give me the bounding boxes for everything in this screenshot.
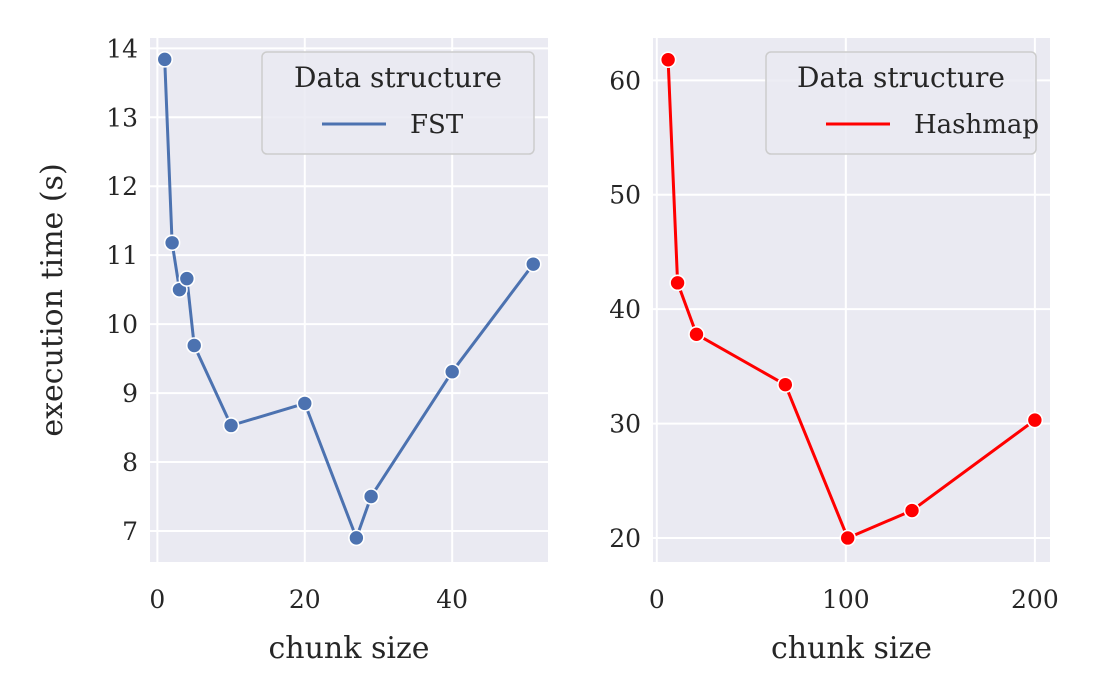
data-point (348, 529, 365, 547)
x-axis-label: chunk size (268, 631, 429, 666)
legend-title: Data structure (797, 61, 1005, 94)
x-tick-label: 0 (649, 585, 665, 614)
data-point (839, 529, 857, 547)
data-point (669, 274, 686, 292)
y-tick-label: 11 (106, 241, 138, 270)
y-tick-label: 60 (609, 66, 641, 95)
legend-title: Data structure (294, 61, 502, 94)
legend-entry: FST (410, 110, 464, 140)
data-point (1026, 411, 1044, 429)
legend-box (765, 51, 1037, 155)
y-tick-label: 8 (122, 448, 138, 477)
data-point (296, 395, 314, 412)
y-axis-label: execution time (s) (35, 163, 70, 436)
y-tick-label: 14 (106, 34, 138, 63)
y-tick-label: 20 (609, 524, 641, 553)
data-point (903, 502, 921, 519)
x-tick-label: 100 (822, 585, 870, 614)
x-tick-label: 0 (149, 585, 165, 614)
x-tick-label: 20 (289, 585, 321, 614)
legend-box (261, 51, 535, 155)
data-point (777, 376, 794, 393)
data-point (524, 255, 542, 273)
data-point (163, 234, 181, 252)
data-point (178, 270, 196, 287)
legend-entry: Hashmap (914, 110, 1039, 140)
right-chart: 20 30 40 50 60 0 100 200 chunk size Data structur… (609, 38, 1059, 666)
data-point (362, 488, 380, 505)
y-tick-label: 30 (609, 410, 641, 439)
data-point (222, 417, 240, 434)
y-tick-label: 9 (122, 379, 138, 408)
data-point (185, 337, 203, 354)
data-point (688, 326, 705, 343)
y-tick-label: 13 (106, 103, 138, 132)
x-tick-label: 200 (1011, 585, 1059, 614)
x-axis-label: chunk size (771, 631, 932, 666)
y-tick-label: 40 (609, 295, 641, 324)
data-point (659, 51, 677, 69)
y-tick-label: 12 (106, 172, 138, 201)
x-tick-label: 40 (436, 585, 468, 614)
data-point (443, 363, 461, 381)
y-tick-label: 10 (106, 310, 138, 339)
data-point (156, 51, 174, 68)
y-tick-label: 7 (122, 517, 138, 546)
y-tick-label: 50 (609, 181, 641, 210)
